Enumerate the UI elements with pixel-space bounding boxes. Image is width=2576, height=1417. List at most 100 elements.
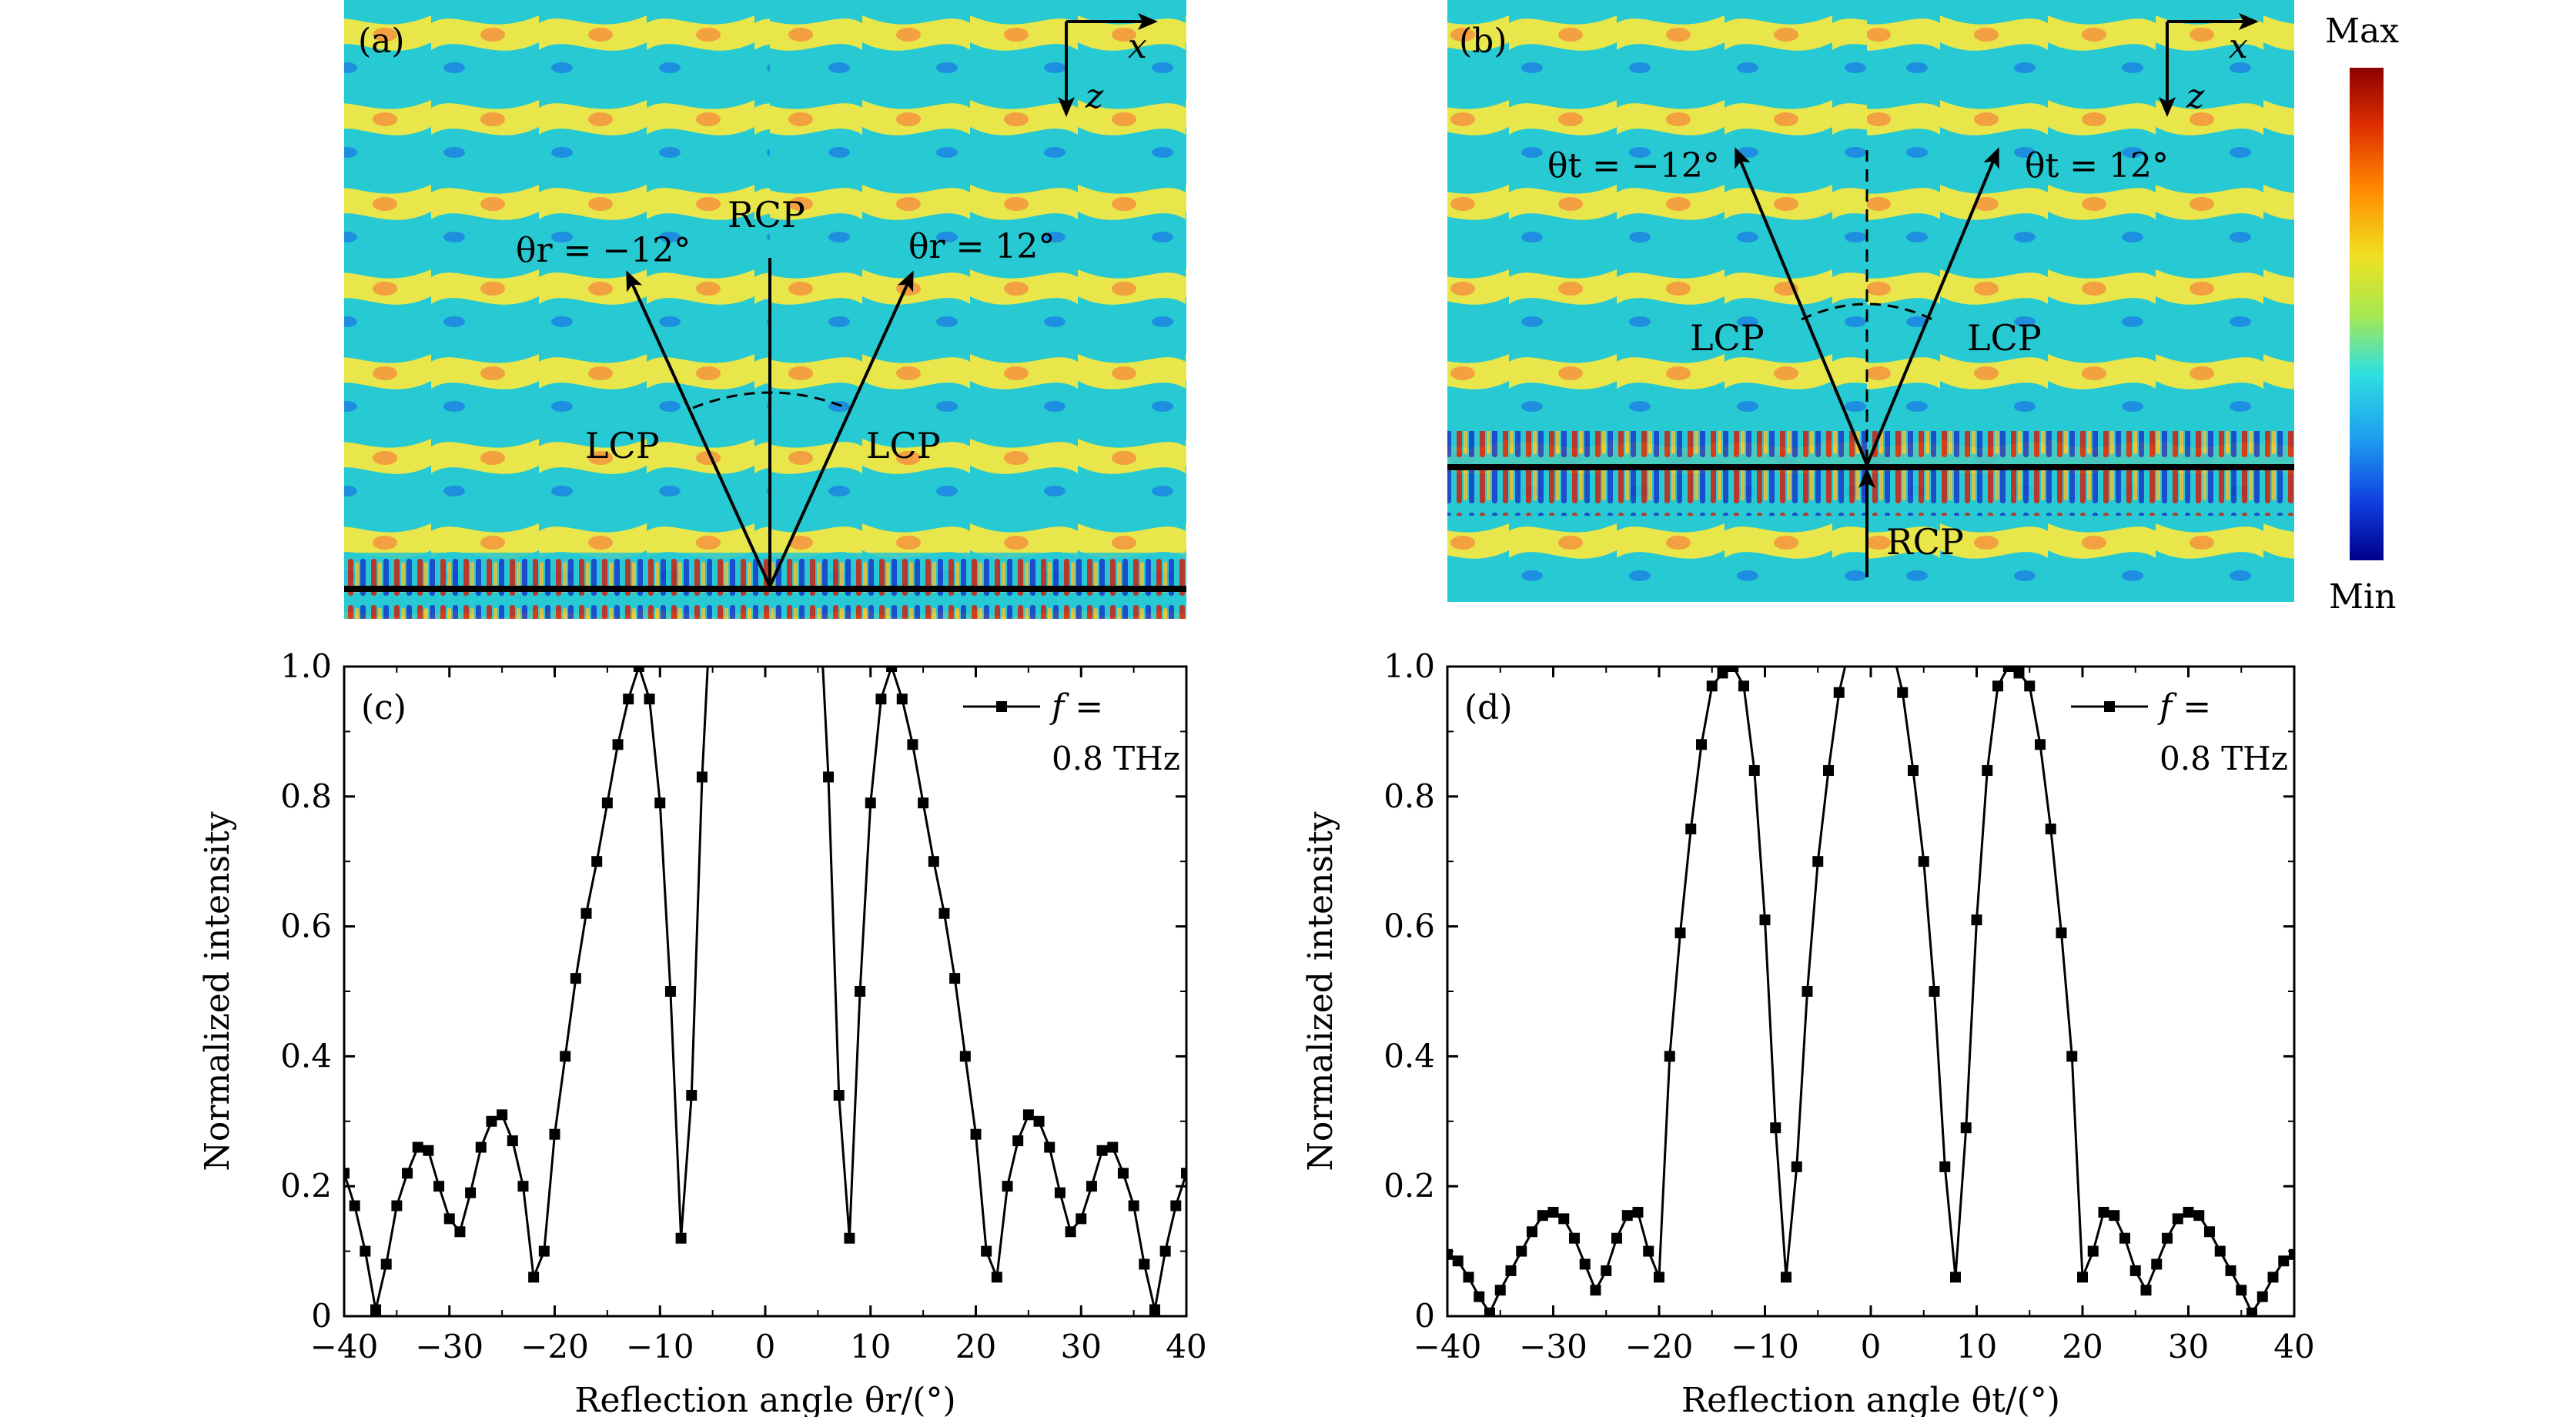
chart-d-data-point: [1823, 765, 1834, 777]
chart-c-data-point: [855, 986, 866, 997]
chart-d-ytick-label: 0.2: [1383, 1167, 1435, 1205]
chart-d-x-axis-label: Reflection angle θt/(°): [1681, 1381, 2060, 1417]
chart-c-data-point: [823, 771, 835, 783]
chart-c-data-point: [465, 1187, 477, 1198]
chart-c-data-point: [918, 797, 929, 809]
chart-d-data-point: [2267, 1272, 2279, 1283]
chart-d-data-point: [1579, 1258, 1591, 1270]
chart-c-data-point: [402, 1168, 413, 1179]
chart-c-xtick-label: −30: [415, 1328, 483, 1365]
chart-d-ytick-label: 0: [1414, 1297, 1435, 1335]
chart-d-data-point: [2119, 1232, 2130, 1244]
chart-d-data-point: [2087, 1245, 2099, 1257]
chart-d-data-point: [1452, 1255, 1464, 1267]
chart-d-data-point: [1621, 1210, 1633, 1221]
panel-b: (b) RCP θt = −12° θt = 12° LCP LCP x z: [1447, 0, 2294, 602]
chart-c-data-point: [928, 856, 939, 867]
chart-c-data-point: [981, 1245, 992, 1257]
chart-c-xtick-label: 40: [1166, 1328, 1206, 1365]
panel-a-left-reflected-ray: [626, 270, 771, 587]
chart-d-data-point: [1897, 687, 1909, 698]
chart-c-data-point: [475, 1141, 487, 1153]
chart-c-data-point: [528, 1272, 540, 1283]
chart-d-data-point: [2151, 1258, 2163, 1270]
chart-c-data-point: [538, 1245, 550, 1257]
chart-d-data-point: [1547, 1206, 1559, 1218]
chart-d-xtick-label: −20: [1625, 1328, 1694, 1365]
colorbar-min-label: Min: [2329, 577, 2396, 617]
panel-b-incident-label: RCP: [1886, 521, 1964, 563]
chart-c-legend-marker: [996, 701, 1007, 712]
chart-d-data-point: [1781, 1272, 1791, 1283]
chart-c-data-point: [844, 1232, 855, 1244]
chart-d-data-point: [1463, 1272, 1474, 1283]
chart-d-data-point: [2013, 667, 2025, 679]
chart-d-data-point: [2129, 1265, 2141, 1276]
panel-a: (a) RCP θr = −12° θr = 12° LCP LCP x z: [344, 0, 1186, 619]
chart-d-data-point: [2056, 927, 2067, 939]
chart-d-plot-area: [1447, 667, 2294, 1316]
chart-d-y-axis-label: Normalized intensity: [1301, 811, 1340, 1171]
chart-d-data-point: [2162, 1232, 2173, 1244]
chart-c-data-point: [970, 1128, 982, 1140]
chart-c-ytick-label: 0.8: [280, 777, 332, 815]
chart-d-data-point: [1992, 680, 2003, 692]
chart-c-data-point: [601, 797, 613, 809]
chart-d-data-point: [1939, 1161, 1951, 1172]
chart-c-data-point: [486, 1115, 497, 1127]
chart-d-data-point: [1791, 1161, 1802, 1172]
panel-b-left-transmitted-ray: [1735, 147, 1868, 466]
chart-d-data-point: [2214, 1245, 2226, 1257]
chart-d-data-point: [2035, 739, 2046, 750]
chart-c-ytick-label: 0: [311, 1297, 332, 1335]
chart-c-x-axis-label: Reflection angle θr/(°): [574, 1381, 955, 1417]
chart-c-data-point: [380, 1258, 392, 1270]
panel-a-right-reflected-ray: [768, 270, 914, 587]
chart-c-data-point: [865, 797, 876, 809]
chart-d-data-point: [1590, 1285, 1601, 1296]
colorbar-max-label: Max: [2325, 12, 2399, 51]
chart-c-ytick-label: 0.6: [280, 907, 332, 945]
chart-d-data-point: [1632, 1206, 1644, 1218]
chart-c-data-point: [1096, 1145, 1108, 1156]
chart-d-data-point: [2204, 1226, 2215, 1238]
chart-c-data-point: [1117, 1168, 1129, 1179]
chart-d-data-point: [1611, 1232, 1622, 1244]
chart-d-data-point: [2066, 1051, 2078, 1062]
chart-c-data-point: [1149, 1304, 1160, 1315]
chart-d-data-point: [1770, 1122, 1781, 1134]
chart-c-xtick-label: −10: [626, 1328, 694, 1365]
chart-c-xtick-label: −20: [520, 1328, 589, 1365]
panel-a-label: (a): [358, 22, 405, 61]
panel-b-axes-icon: x z: [2159, 13, 2259, 117]
chart-c-data-point: [443, 1213, 455, 1225]
chart-d-xtick-label: −40: [1413, 1328, 1482, 1365]
chart-d-data-point: [1971, 914, 1982, 926]
chart-c-data-point: [391, 1200, 403, 1211]
chart-c-data-point: [623, 693, 634, 705]
chart-d-data-point: [1643, 1245, 1654, 1257]
chart-c-data-point: [1181, 1168, 1186, 1179]
chart-d-data-point: [1759, 914, 1771, 926]
colorbar-gradient: [2350, 68, 2384, 560]
chart-c-xtick-label: 20: [955, 1328, 996, 1365]
panel-b-surface-field: [1447, 431, 2294, 516]
chart-c-ytick-label: 0.4: [280, 1037, 332, 1074]
chart-c-data-point: [1054, 1187, 1066, 1198]
chart-d-data-point: [1484, 1307, 1495, 1316]
chart-d-xtick-label: 20: [2062, 1328, 2103, 1365]
panel-a-incident-label: RCP: [728, 194, 805, 236]
chart-d-data-point: [2098, 1206, 2109, 1218]
chart-c-panel-label: (c): [361, 688, 406, 727]
chart-d-data-point: [1982, 765, 1993, 777]
panel-a-angle-arc: [692, 391, 848, 409]
chart-d-data-point: [2024, 680, 2036, 692]
chart-c-data-point: [580, 907, 592, 919]
colorbar: Max Min: [2325, 12, 2399, 617]
chart-d-data-point: [2289, 1248, 2294, 1260]
chart-c-y-axis-label: Normalized intensity: [198, 811, 237, 1171]
chart-d-xtick-label: −30: [1519, 1328, 1587, 1365]
chart-d-xtick-label: 40: [2273, 1328, 2314, 1365]
chart-c-data-point: [675, 1232, 687, 1244]
panel-a-left-angle-label: θr = −12°: [516, 231, 691, 270]
